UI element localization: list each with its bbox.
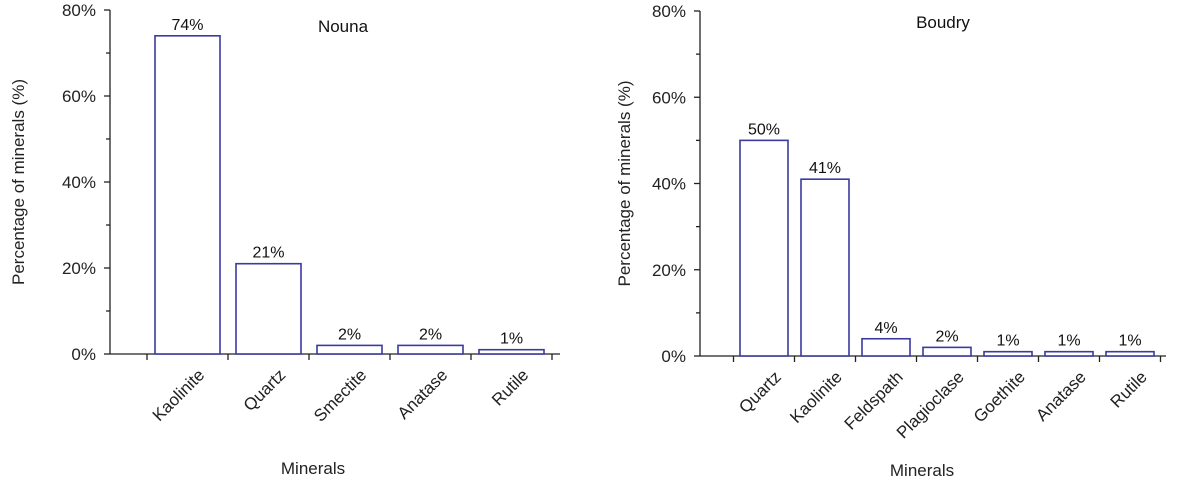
data-label: 50%	[748, 121, 780, 138]
data-label: 74%	[171, 17, 203, 34]
x-tick-label: Quartz	[240, 365, 290, 415]
data-label: 2%	[419, 326, 442, 343]
bar	[1105, 350, 1155, 357]
y-axis-title: Percentage of minerals (%)	[615, 81, 634, 287]
bar	[1044, 350, 1094, 357]
bar	[154, 34, 221, 355]
x-axis-title: Minerals	[890, 461, 954, 480]
data-label: 1%	[1057, 333, 1080, 350]
x-tick-label: Anatase	[394, 365, 452, 423]
bar	[861, 337, 911, 357]
bar	[316, 344, 383, 355]
bar	[800, 178, 850, 357]
y-tick-label: 60%	[652, 88, 686, 107]
x-tick-label: Rutile	[488, 365, 532, 409]
x-tick-label: Goethite	[970, 367, 1029, 426]
y-tick-label: 80%	[652, 2, 686, 21]
x-tick-label: Smectite	[310, 365, 370, 425]
bar	[739, 139, 789, 357]
x-tick-label: Anatase	[1032, 367, 1090, 425]
y-tick-label: 0%	[661, 347, 686, 366]
y-tick-label: 20%	[652, 261, 686, 280]
data-label: 41%	[809, 160, 841, 177]
data-label: 1%	[500, 331, 523, 348]
y-tick-label: 60%	[62, 87, 96, 106]
x-tick-label: Quartz	[735, 367, 785, 417]
data-label: 4%	[874, 320, 897, 337]
y-tick-label: 80%	[62, 1, 96, 20]
y-axis-title: Percentage of minerals (%)	[9, 79, 28, 285]
y-tick-label: 0%	[71, 345, 96, 364]
data-label: 2%	[935, 328, 958, 345]
data-label: 1%	[1118, 333, 1141, 350]
data-label: 2%	[338, 326, 361, 343]
x-tick-label: Kaolinite	[149, 365, 209, 425]
data-label: 1%	[996, 333, 1019, 350]
chart-title: Nouna	[318, 17, 369, 36]
data-label: 21%	[252, 245, 284, 262]
bar	[397, 344, 464, 355]
bar	[983, 350, 1033, 357]
x-tick-label: Rutile	[1107, 367, 1151, 411]
x-tick-label: Kaolinite	[786, 367, 846, 427]
x-axis-title: Minerals	[281, 459, 345, 478]
bar	[478, 348, 545, 355]
chart-nouna: 0% 20% 40% 60% 80% 74% Kaolinite 21% Quartz 2% Sme…	[9, 1, 560, 478]
chart-boudry: 0%20%40%60%80%50%Quartz41%Kaolinite4%Fel…	[615, 2, 1166, 480]
chart-title: Boudry	[916, 13, 970, 32]
y-tick-label: 40%	[652, 175, 686, 194]
bar	[235, 262, 302, 355]
bar	[922, 346, 972, 357]
y-tick-label: 40%	[62, 173, 96, 192]
y-tick-label: 20%	[62, 259, 96, 278]
